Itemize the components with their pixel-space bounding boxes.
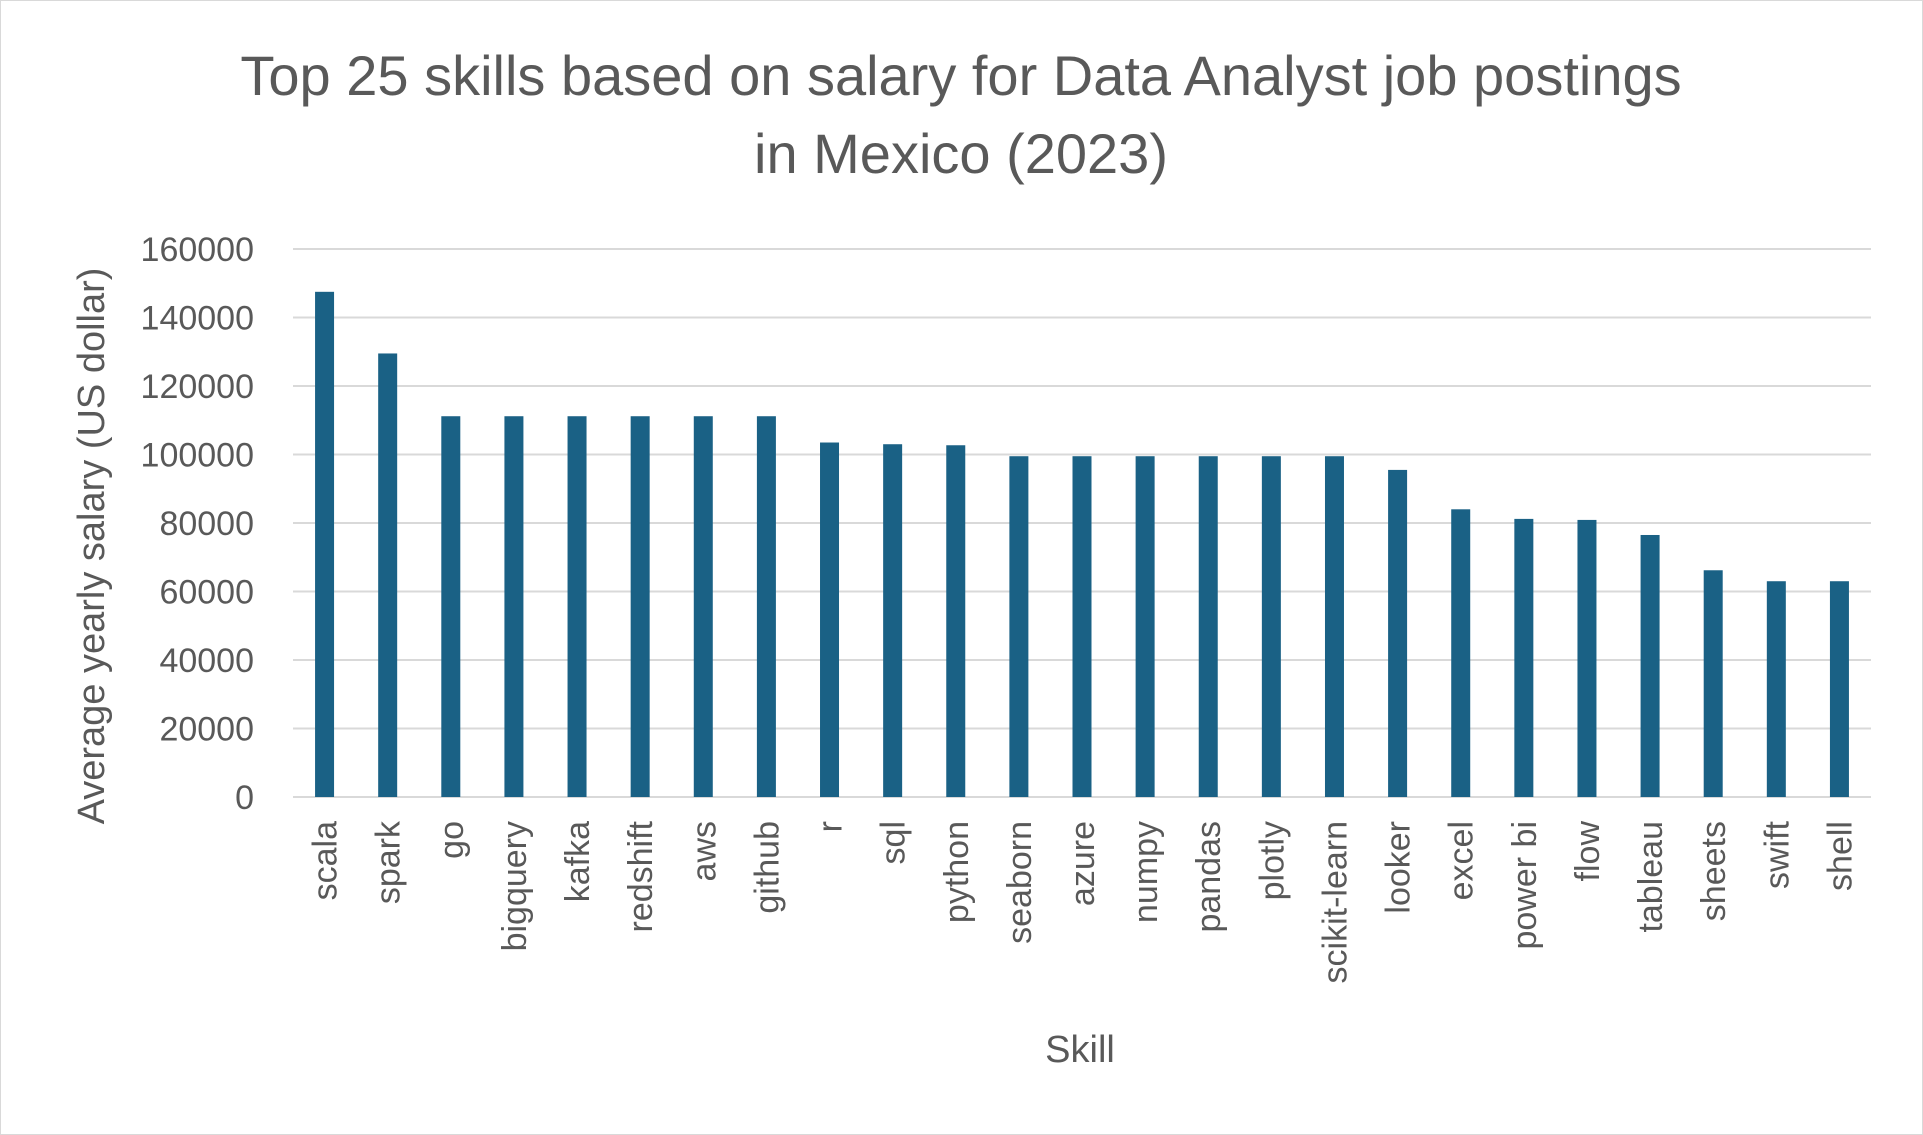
bar-power-bi [1514,518,1534,797]
y-tick-label: 100000 [141,437,254,475]
x-axis-title: Skill [1045,1029,1115,1071]
y-tick-label: 120000 [141,368,254,406]
x-tick-label: looker [1380,821,1418,914]
x-tick-label: swift [1758,820,1796,889]
bar-scikit-learn [1324,456,1344,797]
x-tick-label: shell [1821,821,1859,891]
x-tick-label: github [748,821,786,914]
y-axis-title: Average yearly salary (US dollar) [71,268,113,825]
y-tick-label: 0 [235,779,254,817]
bar-aws [693,416,713,797]
x-tick-label: bigquery [496,821,534,951]
bar-github [756,416,776,797]
x-tick-label: numpy [1127,821,1165,923]
y-axis-ticks: 0 20000 40000 60000 80000 100000 120000 140000 1… [141,231,254,817]
x-tick-label: power bi [1506,821,1544,950]
x-tick-label: seaborn [1001,821,1039,944]
x-tick-label: scala [307,821,345,900]
bar-scala [315,291,335,797]
x-tick-label: excel [1443,821,1481,900]
x-tick-label: plotly [1253,821,1291,900]
bar-tableau [1640,534,1660,797]
bar-pandas [1198,456,1218,797]
bar-python [946,445,966,797]
y-tick-label: 140000 [141,300,254,338]
x-tick-label: pandas [1190,821,1228,933]
x-tick-label: python [938,821,976,923]
y-tick-label: 20000 [159,711,254,749]
x-tick-label: flow [1569,821,1607,882]
x-tick-label: scikit-learn [1316,821,1354,983]
x-tick-label: azure [1064,821,1102,906]
bar-sheets [1703,570,1723,797]
x-tick-label: sql [875,821,913,864]
x-tick-label: redshift [622,820,660,932]
bars [315,291,1849,797]
y-tick-label: 80000 [159,505,254,543]
y-tick-label: 160000 [141,231,254,269]
chart-title: Top 25 skills based on salary for Data A… [240,44,1681,185]
x-tick-label: kafka [559,821,597,902]
y-tick-label: 40000 [159,642,254,680]
bar-r [820,442,840,797]
bar-numpy [1135,456,1155,797]
bar-looker [1388,469,1408,797]
x-tick-label: sheets [1695,821,1733,921]
bar-kafka [567,416,587,797]
x-axis-ticks: scala spark go bigquery kafka redshift aws gith… [307,820,1860,983]
y-tick-label: 60000 [159,574,254,612]
bar-bigquery [504,416,524,797]
bar-shell [1829,581,1849,797]
bar-go [441,416,461,797]
x-tick-label: aws [685,821,723,881]
x-tick-label: r [812,821,850,832]
bar-sql [883,444,903,797]
x-tick-label: tableau [1632,821,1670,933]
x-tick-label: spark [370,820,408,904]
bar-spark [378,353,398,797]
bar-azure [1072,456,1092,797]
bar-redshift [630,416,650,797]
chart-title-line-1: Top 25 skills based on salary for Data A… [240,44,1681,107]
bar-seaborn [1009,456,1029,797]
bar-swift [1766,581,1786,797]
x-tick-label: go [433,821,471,859]
bar-flow [1577,519,1597,797]
bar-plotly [1261,456,1281,797]
bar-excel [1451,509,1471,797]
chart-title-line-2: in Mexico (2023) [754,122,1168,185]
